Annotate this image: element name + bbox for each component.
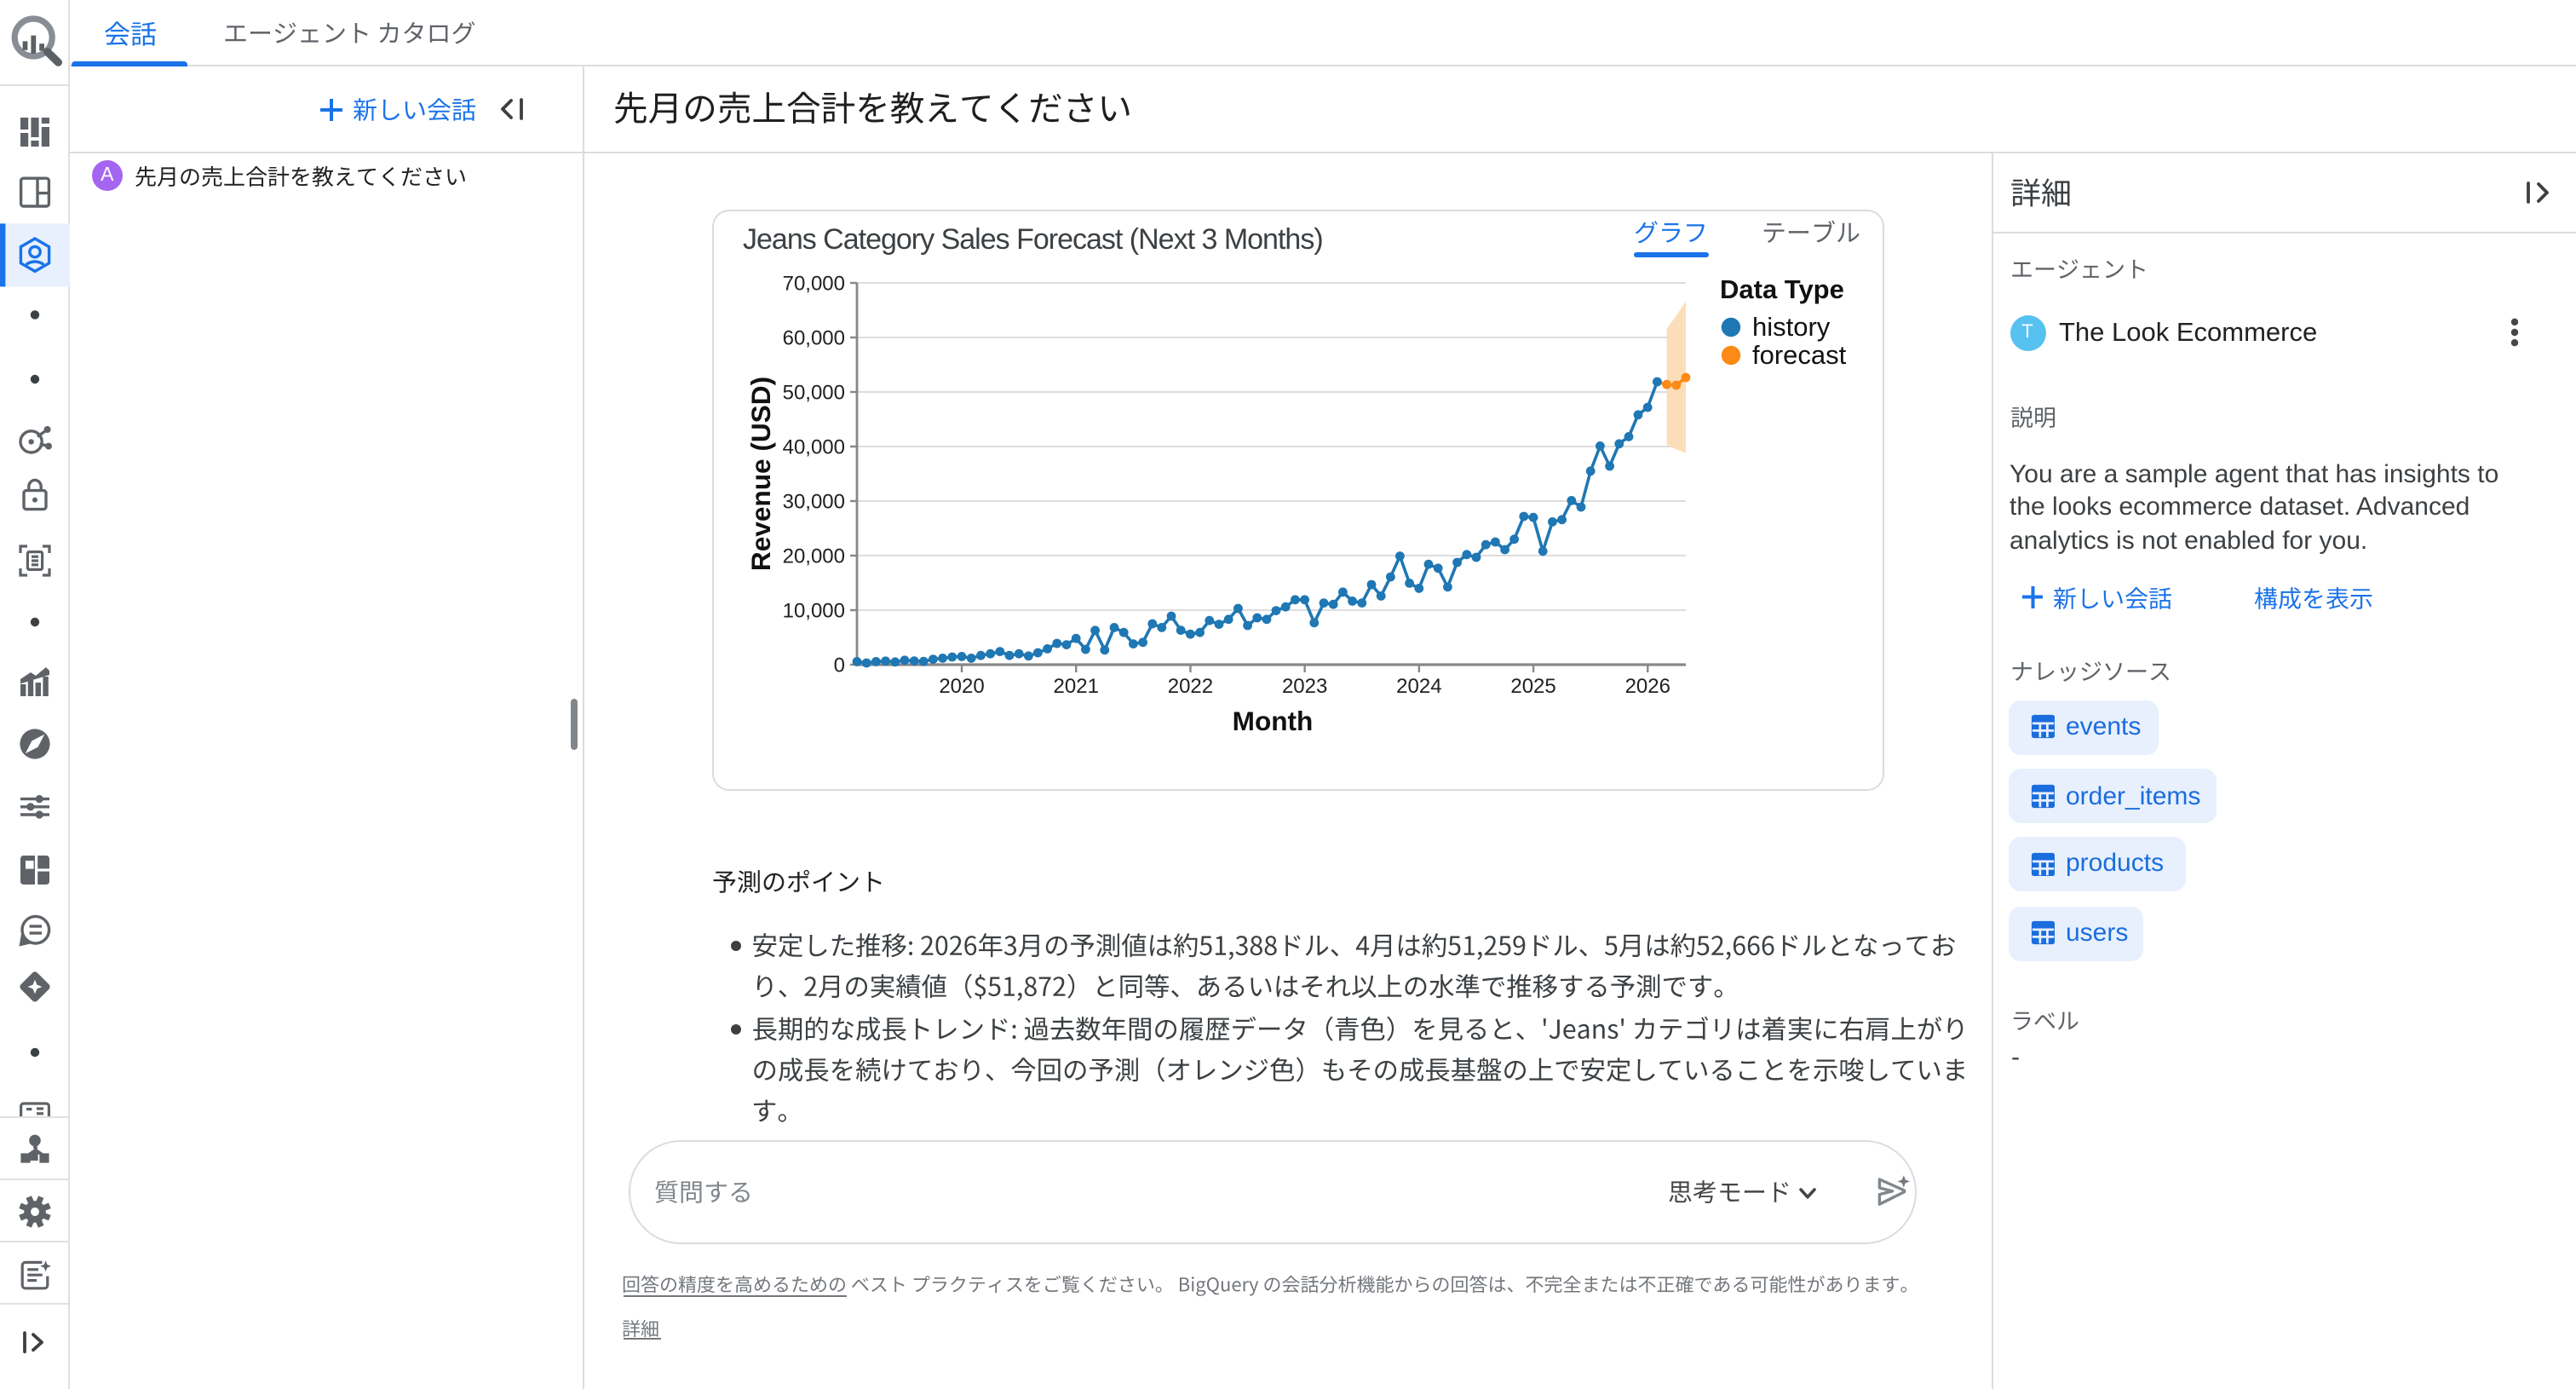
svg-text:30,000: 30,000: [783, 490, 845, 513]
svg-text:Revenue (USD): Revenue (USD): [745, 377, 776, 571]
svg-text:forecast: forecast: [1752, 340, 1847, 370]
svg-text:2026: 2026: [1625, 675, 1670, 698]
svg-text:2025: 2025: [1510, 675, 1555, 698]
svg-text:history: history: [1752, 312, 1831, 342]
svg-text:Data Type: Data Type: [1720, 274, 1844, 304]
svg-text:2022: 2022: [1168, 675, 1213, 698]
svg-text:50,000: 50,000: [783, 381, 845, 404]
svg-text:2021: 2021: [1054, 675, 1099, 698]
svg-text:10,000: 10,000: [783, 599, 845, 622]
svg-text:2024: 2024: [1396, 675, 1441, 698]
svg-text:60,000: 60,000: [783, 326, 845, 349]
svg-text:40,000: 40,000: [783, 435, 845, 458]
svg-text:0: 0: [834, 654, 845, 677]
svg-text:Month: Month: [1233, 706, 1314, 736]
svg-text:2020: 2020: [939, 675, 984, 698]
svg-text:2023: 2023: [1282, 675, 1327, 698]
svg-text:70,000: 70,000: [783, 272, 845, 295]
svg-text:20,000: 20,000: [783, 545, 845, 568]
